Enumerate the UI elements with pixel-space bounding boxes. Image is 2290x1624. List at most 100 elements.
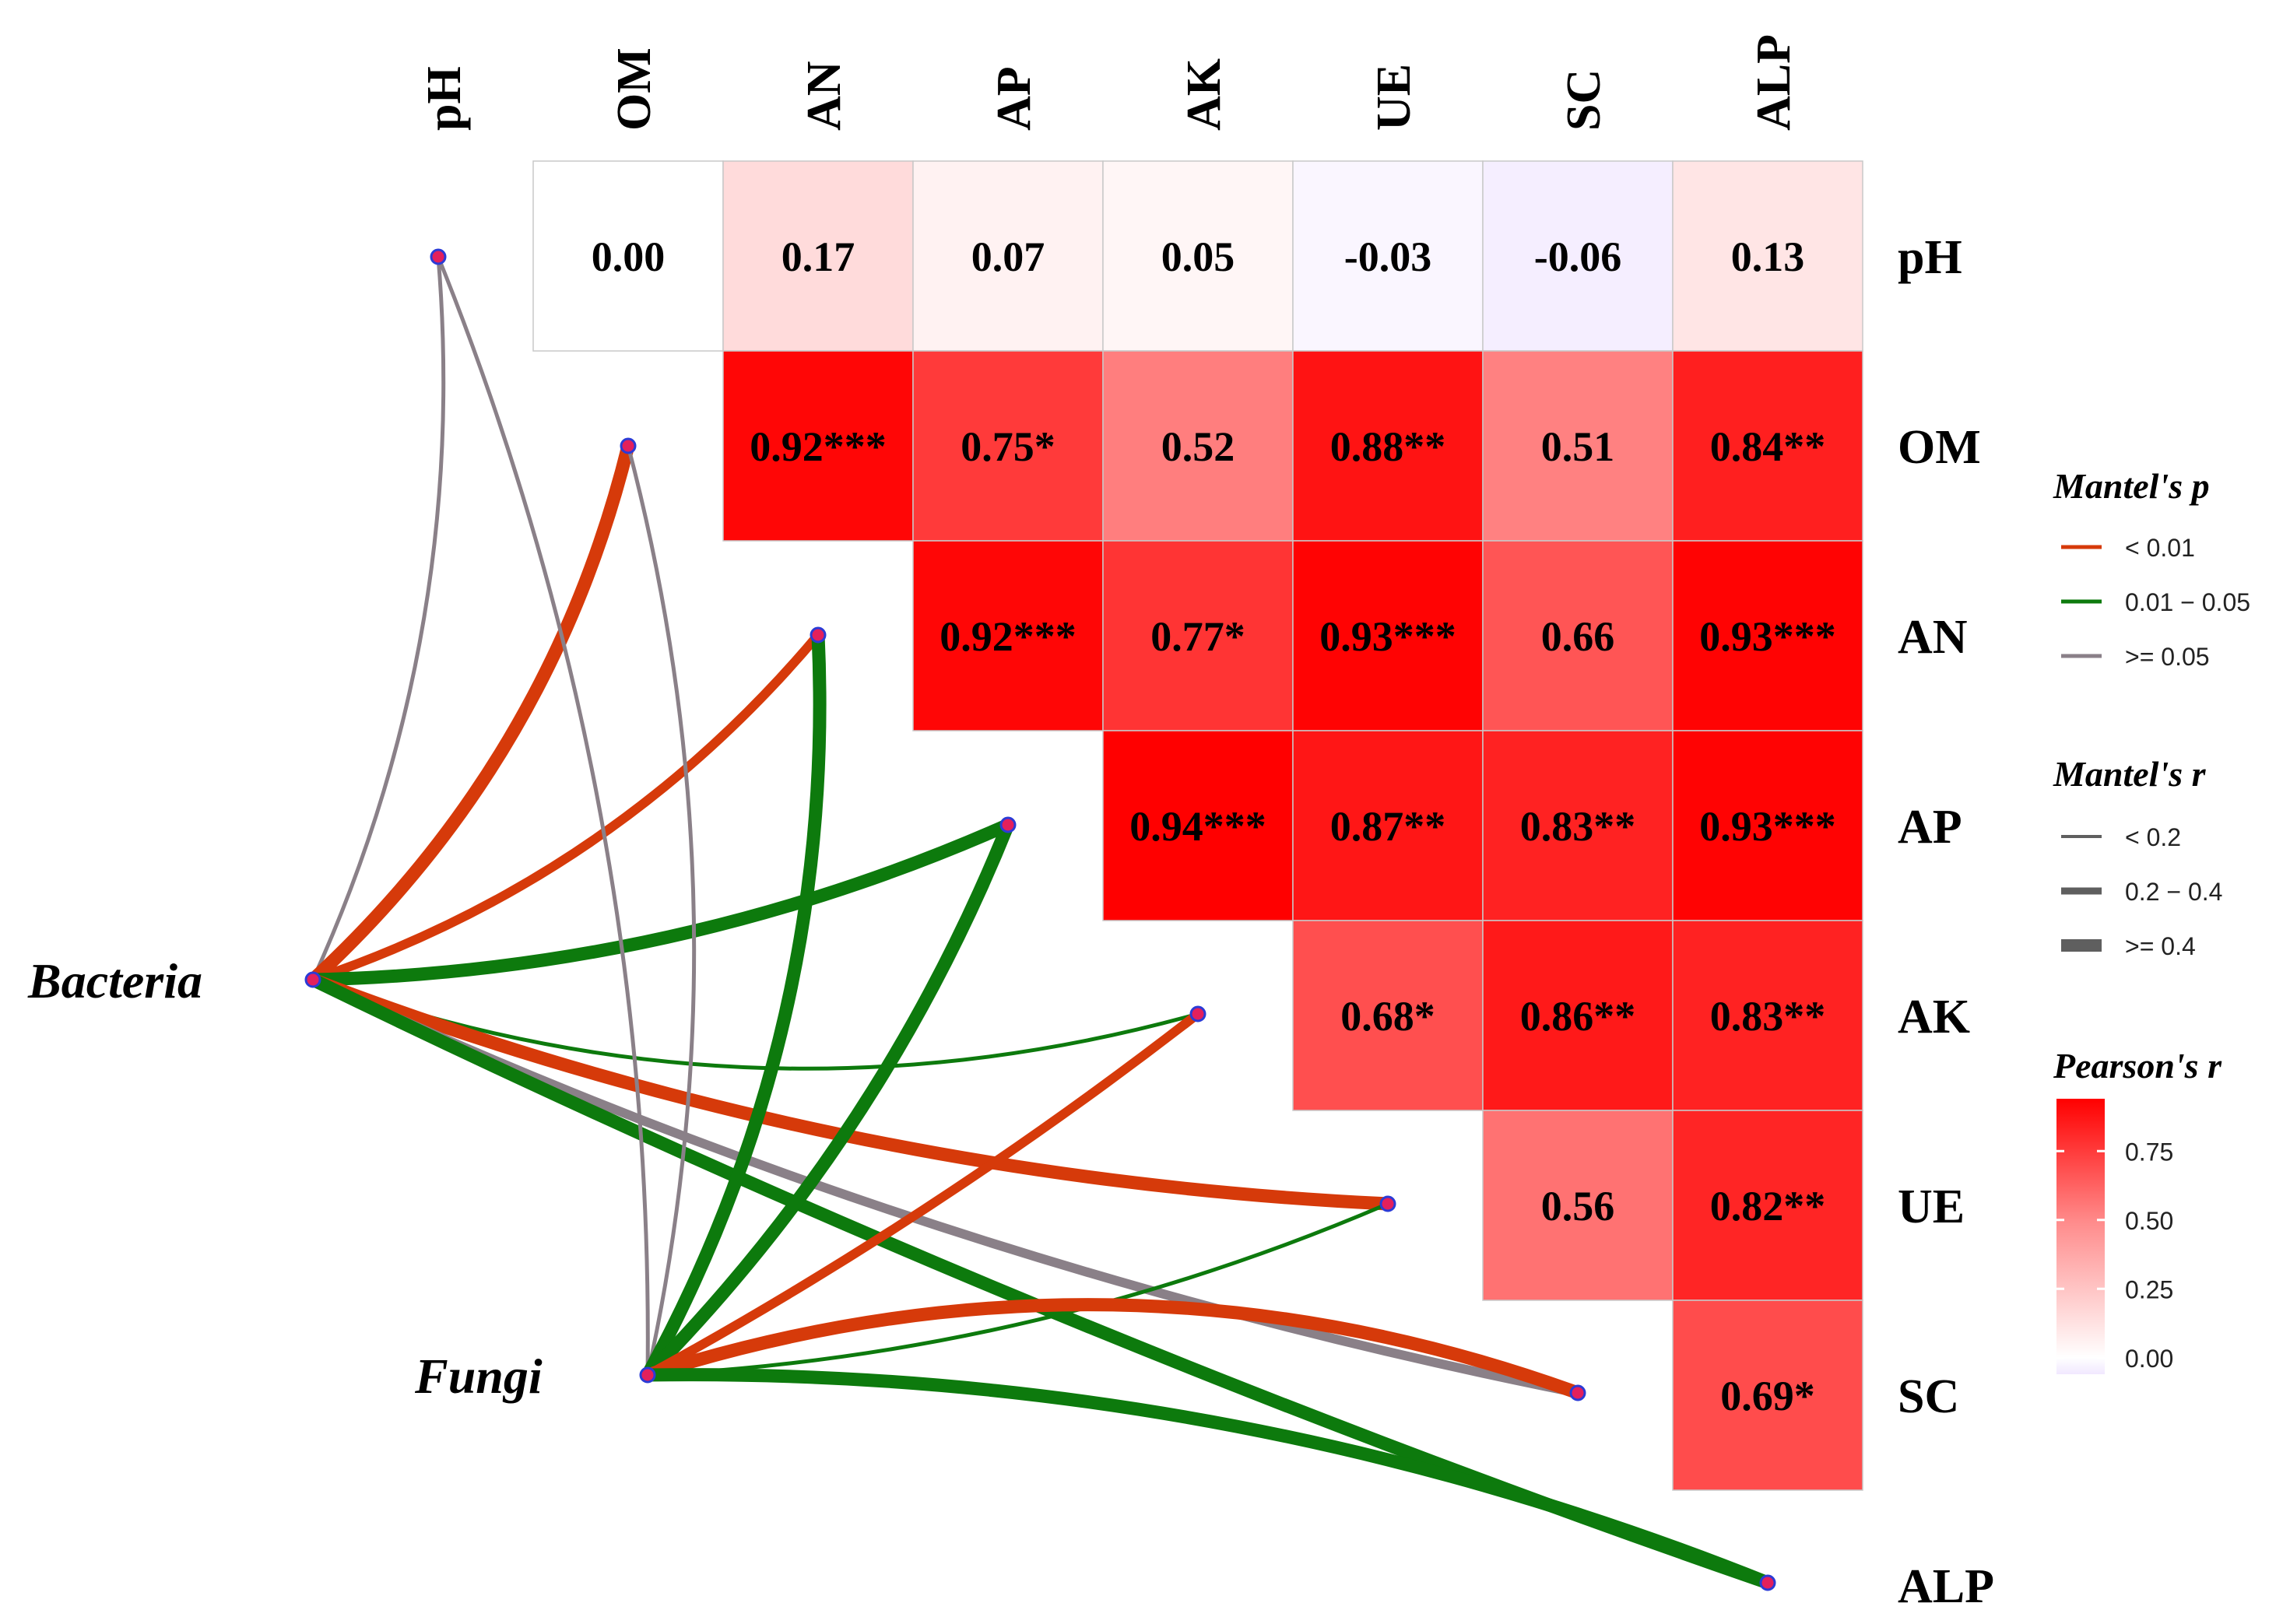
legend-p-label-2: >= 0.05 — [2125, 643, 2210, 671]
cell-label-om-alp: 0.84** — [1710, 423, 1826, 470]
heatmap-cell-ap-sc — [1482, 730, 1674, 921]
node-an — [810, 626, 827, 644]
top-label-ue: UE — [1368, 64, 1421, 131]
colorbar-label-3: 0.75 — [2125, 1138, 2173, 1166]
colorbar-label-1: 0.25 — [2125, 1275, 2173, 1303]
cell-label-ph-ap: 0.07 — [971, 233, 1045, 280]
node-ue — [1379, 1195, 1396, 1212]
node-ph — [430, 248, 447, 265]
cell-label-om-sc: 0.51 — [1541, 423, 1615, 470]
cell-label-ue-sc: 0.56 — [1541, 1183, 1615, 1229]
heatmap-cell-om-an — [722, 350, 914, 542]
heatmap-cell-om-sc — [1482, 350, 1674, 542]
top-label-ak: AK — [1178, 58, 1231, 131]
legend-r-label-0: < 0.2 — [2125, 823, 2181, 851]
heatmap-cell-ak-ue — [1292, 920, 1484, 1111]
legend-title-mantel-r: Mantel's r — [2053, 754, 2207, 794]
row-label-om: OM — [1898, 421, 1981, 474]
heatmap-cell-ph-om — [532, 160, 724, 352]
link-bacteria-ap — [306, 818, 1015, 987]
cell-label-ap-sc: 0.83** — [1520, 803, 1636, 850]
heatmap-cell-ue-alp — [1672, 1110, 1863, 1301]
cell-label-an-ap: 0.92*** — [940, 613, 1077, 660]
cell-label-ap-ak: 0.94*** — [1129, 803, 1266, 850]
cell-label-an-alp: 0.93*** — [1699, 613, 1836, 660]
source-label-fungi: Fungi — [414, 1349, 543, 1404]
legend-title-pearson-r: Pearson's r — [2053, 1046, 2222, 1086]
heatmap-cell-ph-sc — [1482, 160, 1674, 352]
link-fungi-sc — [641, 1298, 1585, 1400]
cell-label-an-sc: 0.66 — [1541, 613, 1615, 660]
link-bacteria-ue — [306, 973, 1395, 1211]
legend-title-mantel-p: Mantel's p — [2053, 466, 2210, 506]
node-bacteria — [304, 971, 321, 988]
source-label-bacteria: Bacteria — [27, 953, 202, 1008]
link-bacteria-ph — [311, 254, 446, 982]
node-alp — [1759, 1574, 1776, 1591]
heatmap-cell-ak-sc — [1482, 920, 1674, 1111]
link-fungi-om — [626, 444, 697, 1377]
link-fungi-ph — [436, 254, 650, 1377]
node-sc — [1569, 1384, 1586, 1401]
cell-label-om-an: 0.92*** — [750, 423, 887, 470]
heatmap-cell-ap-ue — [1292, 730, 1484, 921]
heatmap-cell-an-ue — [1292, 540, 1484, 731]
heatmap-cell-ap-ak — [1102, 730, 1294, 921]
legend-r-label-1: 0.2 − 0.4 — [2125, 878, 2222, 906]
legend: Mantel's p < 0.01 0.01 − 0.05 >= 0.05 Mantel… — [2053, 466, 2250, 1374]
heatmap-cell-an-ap — [912, 540, 1104, 731]
cell-label-ue-alp: 0.82** — [1710, 1183, 1826, 1229]
heatmap-cell-ph-ue — [1292, 160, 1484, 352]
link-bacteria-an — [308, 630, 823, 984]
cell-label-ap-alp: 0.93*** — [1699, 803, 1836, 850]
network-nodes — [304, 248, 1776, 1591]
cell-label-ak-alp: 0.83** — [1710, 993, 1826, 1040]
heatmap-cell-an-sc — [1482, 540, 1674, 731]
node-om — [620, 437, 637, 454]
cell-label-ph-an: 0.17 — [781, 233, 855, 280]
link-fungi-an — [641, 628, 827, 1382]
top-label-ph: pH — [418, 66, 471, 131]
heatmap-cell-sc-alp — [1672, 1300, 1863, 1491]
heatmap-cell-om-ap — [912, 350, 1104, 542]
node-fungi — [639, 1366, 656, 1384]
top-label-alp: ALP — [1747, 34, 1800, 131]
mantel-links — [306, 254, 1775, 1590]
node-ak — [1189, 1005, 1206, 1022]
cell-label-om-ue: 0.88** — [1330, 423, 1446, 470]
cell-label-ph-ue: -0.03 — [1344, 233, 1431, 280]
legend-r-label-2: >= 0.4 — [2125, 932, 2196, 960]
cell-label-ph-om: 0.00 — [592, 233, 666, 280]
link-fungi-ue — [645, 1201, 1390, 1377]
heatmap-cell-om-ak — [1102, 350, 1294, 542]
legend-colorbar — [2056, 1099, 2105, 1374]
link-fungi-alp — [641, 1368, 1775, 1590]
cell-label-ap-ue: 0.87** — [1330, 803, 1446, 850]
link-fungi-ap — [641, 818, 1015, 1382]
cell-label-ph-sc: -0.06 — [1534, 233, 1621, 280]
colorbar-label-0: 0.00 — [2125, 1345, 2173, 1373]
heatmap-cell-ak-alp — [1672, 920, 1863, 1111]
row-label-an: AN — [1898, 611, 1968, 664]
legend-p-label-1: 0.01 − 0.05 — [2125, 588, 2250, 616]
cell-label-an-ue: 0.93*** — [1319, 613, 1456, 660]
row-label-ue: UE — [1898, 1180, 1965, 1233]
heatmap-cell-ue-sc — [1482, 1110, 1674, 1301]
link-bacteria-om — [306, 439, 635, 987]
heatmap-cell-ph-an — [722, 160, 914, 352]
cell-label-ph-alp: 0.13 — [1731, 233, 1805, 280]
top-label-an: AN — [798, 61, 851, 131]
heatmap-cell-om-ue — [1292, 350, 1484, 542]
axis-labels: pH pH OM OM AN AN AP AP AK AK UE UE SC SC ALP ALP Bacter… — [27, 34, 1994, 1613]
row-label-alp: ALP — [1898, 1560, 1994, 1613]
row-label-ap: AP — [1898, 801, 1962, 854]
link-fungi-ak — [643, 1009, 1203, 1380]
cell-label-ak-sc: 0.86** — [1520, 993, 1636, 1040]
heatmap-cell-ap-alp — [1672, 730, 1863, 921]
legend-p-label-0: < 0.01 — [2125, 534, 2195, 562]
heatmap-cell-an-alp — [1672, 540, 1863, 731]
top-label-ap: AP — [988, 66, 1041, 131]
heatmap-cell-ph-ap — [912, 160, 1104, 352]
cell-label-ak-ue: 0.68* — [1340, 993, 1435, 1040]
